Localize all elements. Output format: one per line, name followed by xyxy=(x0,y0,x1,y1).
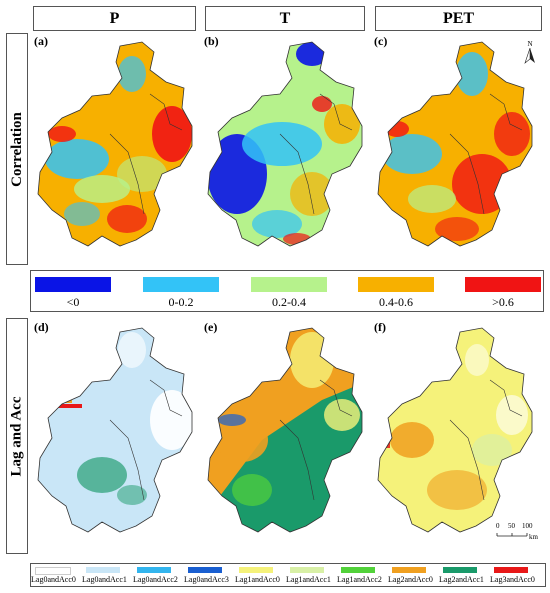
correlation-legend: <0 0-0.2 0.2-0.4 0.4-0.6 >0.6 xyxy=(30,270,544,312)
legend-swatch xyxy=(443,567,477,573)
panel-b-map: (b) xyxy=(202,34,370,264)
legend-label: Lag0andAcc0 xyxy=(31,575,76,584)
legend-label: 0.4-0.6 xyxy=(379,295,413,309)
north-arrow-icon: N xyxy=(522,40,538,64)
column-title: T xyxy=(279,9,291,27)
scale-unit: km xyxy=(529,533,538,541)
row-header-correlation: Correlation xyxy=(6,33,28,265)
legend-label: >0.6 xyxy=(492,295,514,309)
scale-tick: 100 xyxy=(522,522,533,530)
legend-swatch xyxy=(188,567,222,573)
legend-swatch xyxy=(143,277,219,292)
legend-label: Lag1andAcc0 xyxy=(235,575,280,584)
column-header-pet: PET xyxy=(375,6,542,31)
panel-d-map: (d) xyxy=(32,320,200,556)
panel-f-map: (f) 0 50 100 km xyxy=(372,320,544,556)
legend-label: 0-0.2 xyxy=(168,295,194,309)
legend-label: Lag0andAcc2 xyxy=(133,575,178,584)
panel-c-map: (c) N xyxy=(372,34,544,264)
scale-tick: 50 xyxy=(508,522,515,530)
legend-swatch xyxy=(35,567,71,575)
legend-swatch xyxy=(465,277,541,292)
legend-label: Lag2andAcc0 xyxy=(388,575,433,584)
legend-label: Lag1andAcc2 xyxy=(337,575,382,584)
legend-swatch xyxy=(358,277,434,292)
panel-label: (f) xyxy=(374,320,386,334)
legend-label: Lag1andAcc1 xyxy=(286,575,331,584)
column-title: P xyxy=(109,9,120,27)
panel-label: (a) xyxy=(34,34,48,48)
row-title: Lag and Acc xyxy=(8,395,25,477)
lag-acc-legend: Lag0andAcc0 Lag0andAcc1 Lag0andAcc2 Lag0… xyxy=(30,563,546,587)
column-title: PET xyxy=(442,9,475,27)
legend-swatch xyxy=(137,567,171,573)
panel-label: (e) xyxy=(204,320,218,334)
column-header-t: T xyxy=(205,6,365,31)
legend-label: Lag3andAcc0 xyxy=(490,575,535,584)
legend-label: 0.2-0.4 xyxy=(272,295,306,309)
legend-swatch xyxy=(290,567,324,573)
legend-label: Lag0andAcc3 xyxy=(184,575,229,584)
legend-swatch xyxy=(494,567,528,573)
legend-swatch xyxy=(251,277,327,292)
column-header-p: P xyxy=(33,6,196,31)
legend-label: <0 xyxy=(66,295,80,309)
scale-tick: 0 xyxy=(496,522,500,530)
panel-e-map: (e) xyxy=(202,320,370,556)
legend-label: Lag2andAcc1 xyxy=(439,575,484,584)
legend-swatch xyxy=(341,567,375,573)
panel-label: (d) xyxy=(34,320,49,334)
panel-a-map: (a) xyxy=(32,34,200,264)
legend-swatch xyxy=(239,567,273,573)
scale-bar: 0 50 100 km xyxy=(496,522,542,541)
panel-label: (b) xyxy=(204,34,219,48)
legend-swatch xyxy=(392,567,426,573)
north-arrow-label: N xyxy=(527,40,533,48)
legend-label: Lag0andAcc1 xyxy=(82,575,127,584)
panel-label: (c) xyxy=(374,34,388,48)
legend-swatch xyxy=(35,277,111,292)
row-header-lag-acc: Lag and Acc xyxy=(6,318,28,554)
row-title: Correlation xyxy=(8,111,25,187)
legend-swatch xyxy=(86,567,120,573)
